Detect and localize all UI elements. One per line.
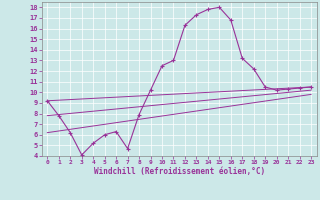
X-axis label: Windchill (Refroidissement éolien,°C): Windchill (Refroidissement éolien,°C)	[94, 167, 265, 176]
